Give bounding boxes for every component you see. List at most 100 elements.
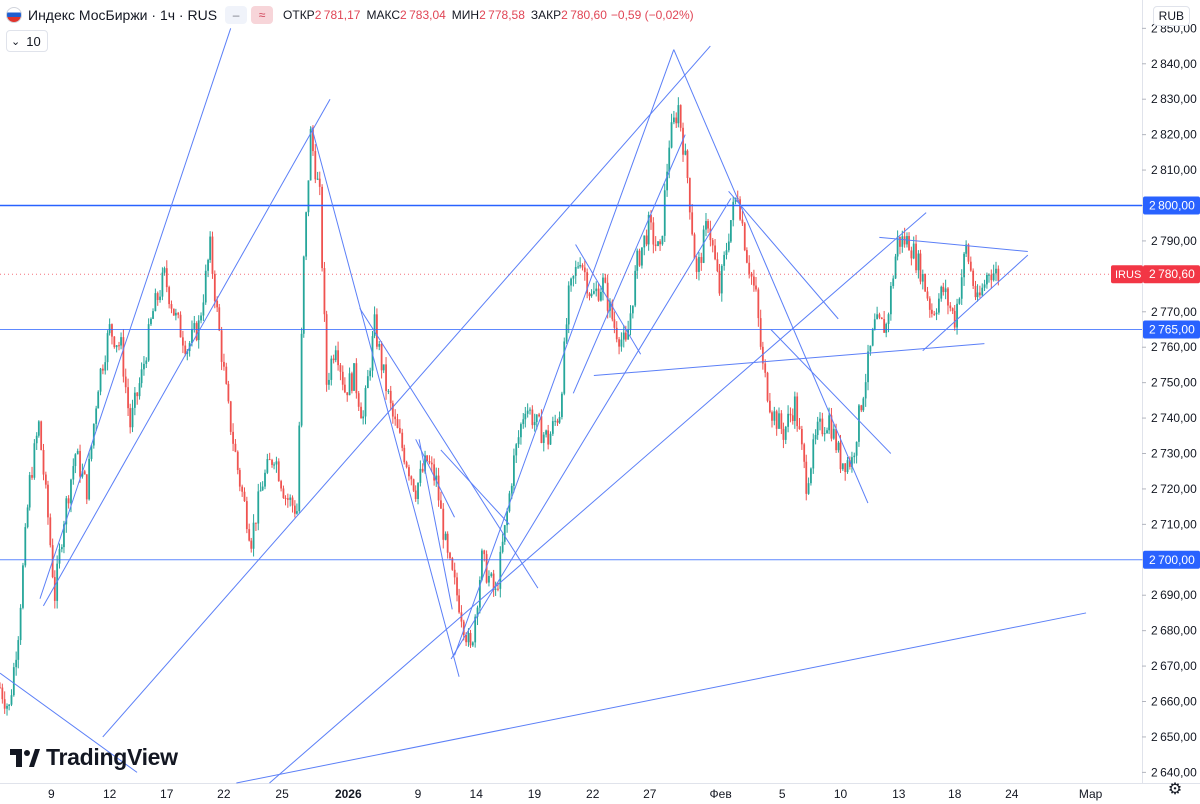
candle-body [725,250,728,255]
candle-body [883,319,886,333]
candle-body [252,522,255,549]
candle-body [435,475,438,481]
candle-body [885,323,888,333]
candle-body [28,475,31,508]
candle-body [986,274,988,285]
candle-body [549,433,552,445]
candle-body [193,323,196,329]
candle-body [814,435,817,440]
candle-body [360,406,362,419]
candle-body [264,472,266,487]
candle-body [414,490,417,499]
candle-body [10,695,13,705]
candle-body [572,275,575,279]
candle-body [412,479,415,491]
candle-body [745,250,748,263]
candle-body [33,443,36,478]
candle-body [540,416,543,443]
candle-body [567,285,570,325]
candle-body [236,451,239,471]
candle-body [453,569,456,578]
candle-body [807,483,810,494]
candle-body [755,285,757,290]
indicator-value: 10 [26,33,41,49]
candle-body [204,270,207,303]
candle-body [759,318,762,347]
candle-body [672,117,675,123]
indicator-toggle[interactable]: ⌄ 10 [6,30,48,52]
trendline [673,49,869,504]
candle-body [554,420,557,422]
candle-body [533,422,536,426]
candle-body [517,437,520,445]
candle-body [241,486,244,492]
trendline [311,127,460,677]
candle-body [316,178,319,180]
trendline [440,449,510,525]
candle-body [343,384,346,393]
minimize-badge[interactable]: – [225,6,248,24]
candle-body [490,573,493,576]
candle-body [933,313,936,315]
candle-body [951,308,954,311]
symbol-tag-bg [1111,265,1143,284]
candle-body [332,358,335,361]
candle-body [494,588,497,590]
settings-icon[interactable]: ⚙ [1167,781,1183,798]
candle-body [207,259,209,271]
candle-body [220,330,223,362]
candle-body [1,687,4,700]
candle-body [604,277,607,283]
candle-body [154,293,157,312]
currency-label[interactable]: RUB [1152,6,1190,26]
candle-body [835,428,838,451]
candle-body [179,314,182,338]
candle-body [622,332,625,340]
candle-body [748,262,751,274]
y-tick-label: 2 660,00 [1151,695,1197,709]
candle-body [720,265,723,294]
candle-body [133,392,136,408]
y-tick-label: 2 730,00 [1151,447,1197,461]
candle-body [469,633,472,646]
candle-body [963,253,965,278]
candle-body [647,214,650,245]
low-value: 2 778,58 [479,8,525,22]
tradingview-logo[interactable]: TradingView [10,744,178,771]
candle-body [328,379,330,385]
candle-body [12,667,15,696]
candle-body [928,298,931,310]
y-tick-label: 2 760,00 [1151,340,1197,354]
candle-body [357,393,360,407]
candle-body [456,577,458,596]
close-value: 2 780,60 [561,8,607,22]
candle-body [702,229,705,263]
candle-body [784,426,787,440]
symbol-title[interactable]: Индекс МосБиржи · 1ч · RUS [28,7,218,23]
candle-body [90,445,93,459]
candle-body [636,250,639,271]
candle-body [506,511,509,526]
candle-body [483,550,486,555]
y-tick-label: 2 650,00 [1151,730,1197,744]
compare-badge[interactable]: ≈ [251,6,274,24]
candle-body [844,463,847,473]
candle-body [364,388,367,417]
candle-body [6,705,8,709]
candles-group [0,97,1000,716]
candle-body [136,392,139,397]
candle-body [218,307,221,331]
candle-body [583,267,586,273]
candle-body [428,461,431,463]
candle-body [433,464,436,481]
y-tick-label: 2 690,00 [1151,588,1197,602]
candle-body [53,577,56,601]
trendline [879,236,1028,253]
candle-body [978,292,981,296]
candle-body [789,413,792,416]
candle-body [896,236,899,257]
candle-body [300,333,303,426]
x-tick-label: Мар [1079,787,1103,801]
candle-body [990,274,993,281]
